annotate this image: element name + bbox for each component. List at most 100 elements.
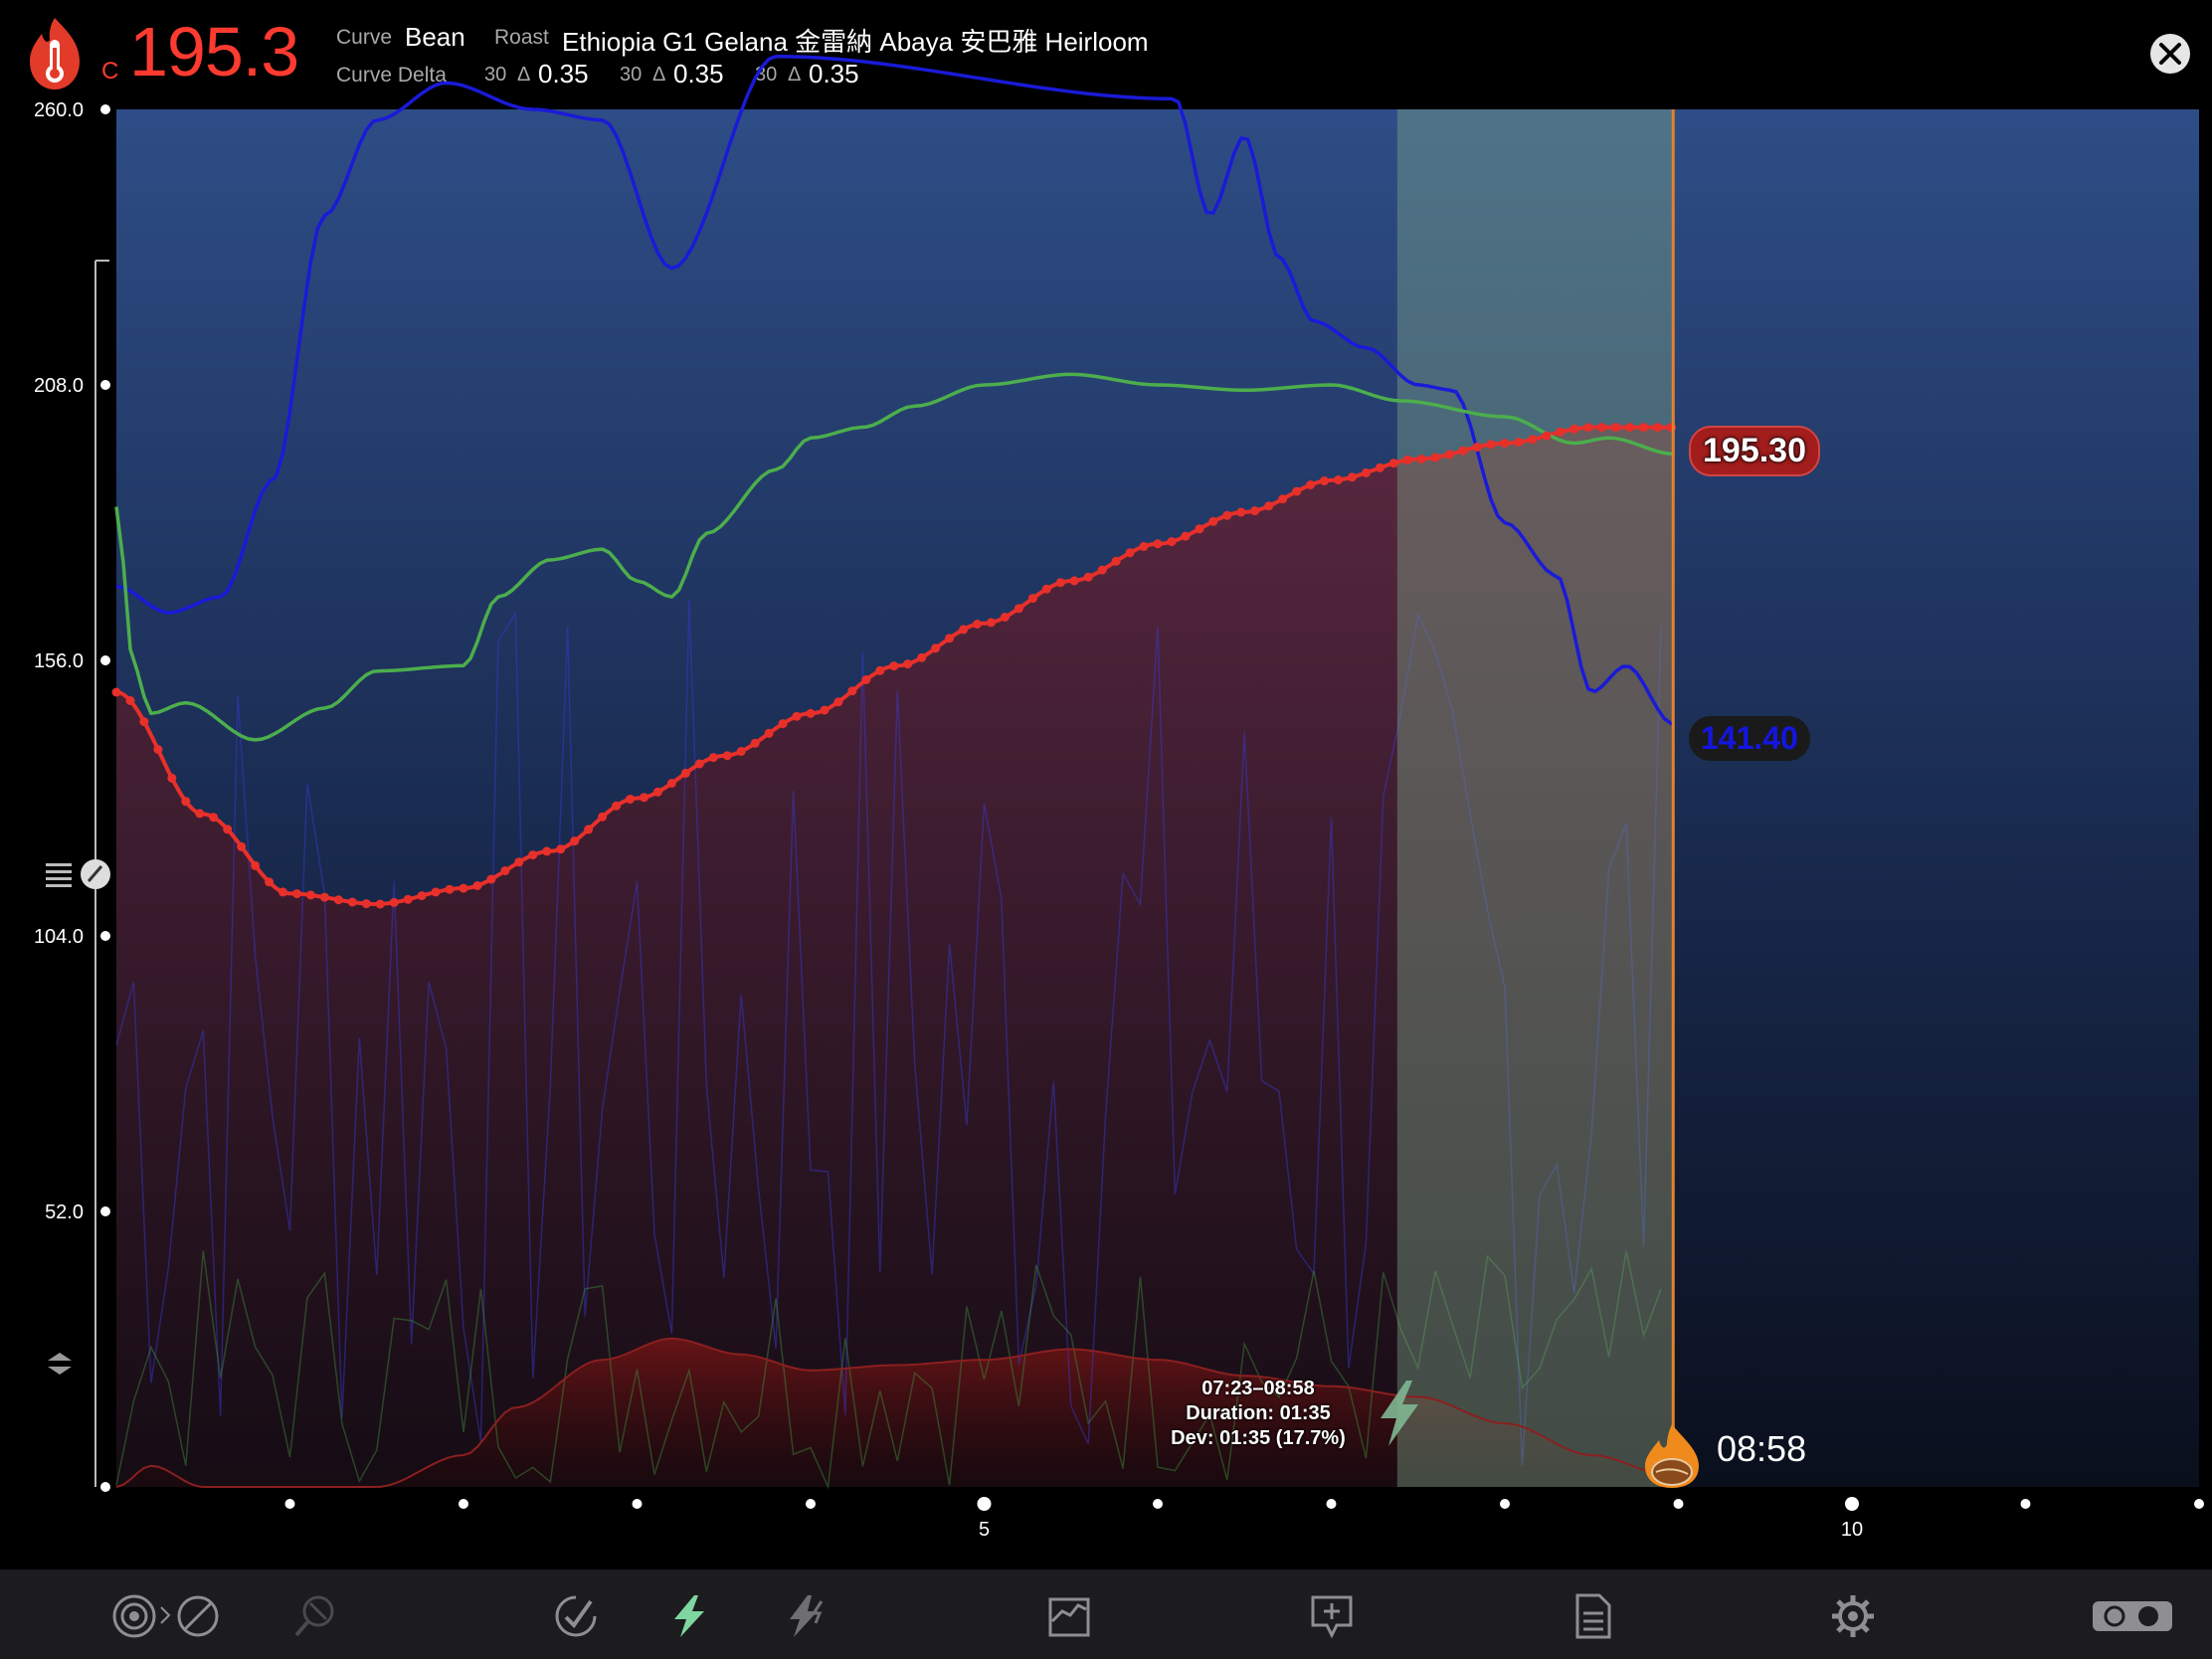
list-lines-icon[interactable] [46,863,72,887]
bean-sample-point [722,751,732,761]
delta-value[interactable]: 0.35 [673,59,724,89]
bean-sample-point [1125,548,1135,558]
bean-sample-point [833,697,843,707]
bean-sample-point [1055,578,1065,588]
edit-gauge-icon[interactable] [81,859,110,889]
comment-add-icon[interactable] [1307,1591,1357,1641]
bean-sample-point [889,661,899,671]
bean-sample-point [1069,576,1079,586]
bean-sample-point [1195,524,1204,534]
bean-sample-point [431,887,441,897]
drop-flame-icon[interactable] [1645,1424,1699,1488]
toggle-icon[interactable] [2091,1597,2174,1635]
x-tick-dot [1326,1499,1337,1509]
bolt-outline-icon[interactable] [782,1591,831,1641]
chevron-right-icon [160,1606,171,1624]
bean-sample-point [1542,431,1552,441]
bean-sample-point [1472,443,1482,452]
bean-sample-point [1611,423,1621,433]
bean-sample-point [139,717,149,727]
bean-sample-point [973,620,982,629]
bean-sample-point [459,883,468,893]
development-duration: Duration: 01:35 [1186,1402,1331,1424]
bean-sample-point [1236,507,1246,517]
bean-sample-point [1320,476,1329,485]
development-window [1396,109,1674,1487]
bean-sample-point [1486,440,1496,450]
close-icon[interactable] [2148,32,2192,76]
y-tick-label: 104.0 [34,926,84,948]
bean-sample-point [1639,423,1649,433]
chart-icon[interactable] [1044,1591,1094,1641]
probe-icon[interactable] [290,1591,340,1641]
roast-chart[interactable]: 260.0 208.0 156.0 104.0 52.0 5 10 [0,0,2212,1569]
bean-sample-point [1458,446,1468,456]
bean-sample-point [1222,510,1232,520]
control-line [114,372,1674,742]
bean-sample-point [125,695,135,705]
x-tick-label: 10 [1841,1519,1863,1541]
bean-sample-point [820,705,830,715]
bean-sample-point [111,687,121,697]
bean-sample-point [209,813,219,823]
delta-value[interactable]: 0.35 [809,59,859,89]
bean-sample-point [1250,506,1260,516]
bean-sample-point [1278,494,1288,504]
target-icon[interactable] [109,1591,159,1641]
bean-sample-point [181,797,191,807]
gear-icon[interactable] [1828,1591,1878,1641]
development-range: 07:23–08:58 [1201,1378,1315,1399]
bean-sample-point [237,841,247,851]
temperature-unit: C [101,58,119,85]
x-tick-dot [1673,1499,1684,1509]
bean-sample-point [1264,501,1274,511]
bean-sample-point [945,634,955,644]
bean-temperature-badge: 195.30 [1689,426,1820,476]
bean-sample-point [1334,475,1343,484]
bean-sample-point [1014,604,1023,614]
resize-arrows-icon[interactable] [48,1353,72,1375]
curve-value[interactable]: Bean [405,22,465,52]
no-entry-icon[interactable] [173,1591,223,1641]
bean-sample-point [694,759,704,769]
delta-value[interactable]: 0.35 [538,59,589,89]
environment-temperature-badge: 141.40 [1689,716,1810,761]
roast-label: Roast [494,26,549,49]
bean-sample-point [251,860,261,870]
bean-sample-point [1430,453,1440,462]
bean-sample-point [528,850,538,860]
environment-temperature-line [115,54,1674,726]
bean-sample-point [1306,480,1316,489]
bean-sample-point [556,844,566,854]
bean-sample-point [847,686,857,696]
x-tick-dot [459,1499,468,1509]
bean-sample-point [1528,435,1538,445]
rate-of-rise-area [116,1338,1674,1487]
curve-delta-label: Curve Delta [336,64,447,87]
bean-sample-point [153,745,163,754]
bean-sample-point [445,884,455,894]
header-bar: C 195.3 Curve Bean Roast Ethiopia G1 Gel… [0,0,2212,109]
bean-sample-point [1569,424,1579,434]
bean-sample-point [1292,486,1302,496]
bean-sample-point [1097,565,1107,575]
control-raw-line [115,1250,1662,1490]
document-icon[interactable] [1567,1591,1617,1641]
x-tick-label: 5 [979,1519,990,1541]
bolt-icon[interactable] [664,1591,714,1641]
bean-sample-point [1597,423,1607,433]
bean-sample-point [640,793,648,803]
bean-sample-point [1153,539,1163,549]
bean-sample-point [1083,572,1093,582]
roast-value[interactable]: Ethiopia G1 Gelana 金雷納 Abaya 安巴雅 Heirloo… [562,27,1149,57]
bean-sample-point [375,899,385,909]
delta-interval: 30 [484,64,507,86]
bean-sample-point [680,768,690,778]
flame-thermometer-icon [30,18,80,90]
bean-sample-point [1625,423,1635,433]
y-tick-label: 208.0 [34,375,84,397]
check-gauge-icon[interactable] [551,1591,601,1641]
bean-sample-point [403,894,413,904]
bean-sample-point [584,825,594,834]
bean-sample-point [361,899,371,909]
